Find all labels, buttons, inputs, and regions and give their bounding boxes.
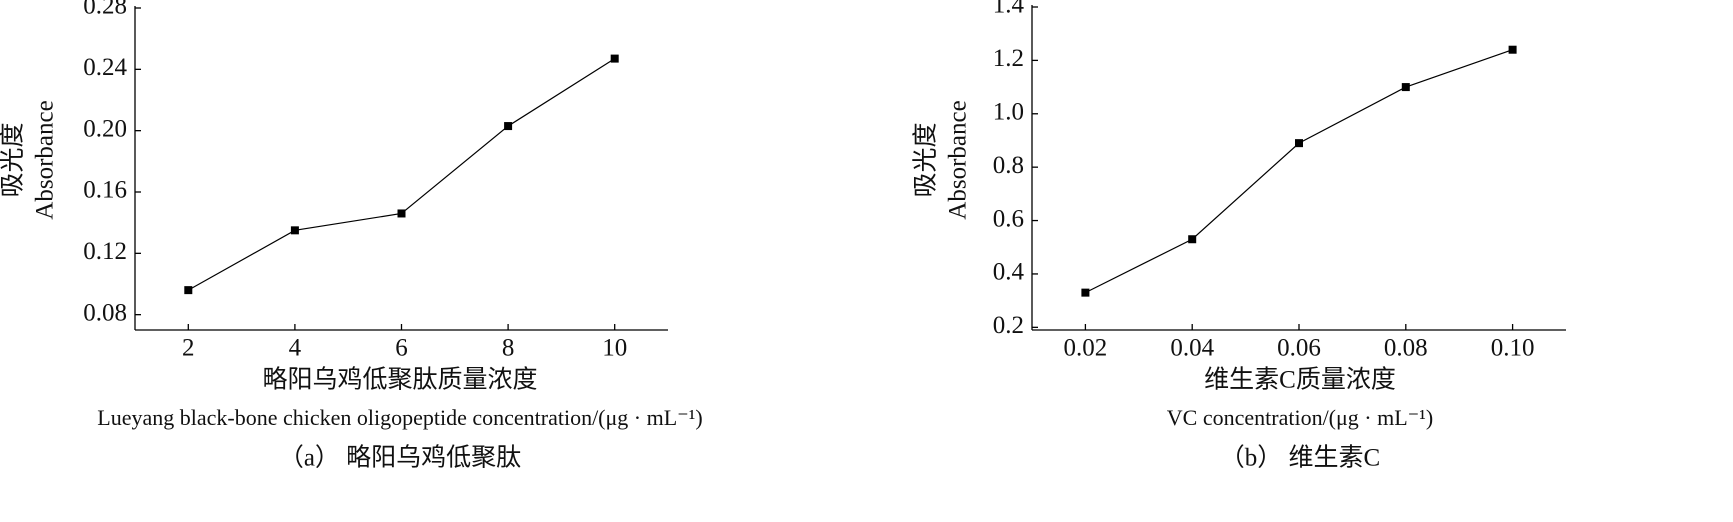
x-tick-label: 0.02	[1064, 335, 1108, 362]
y-tick-label: 0.24	[83, 54, 127, 81]
x-axis-label: （b） 维生素C	[1220, 444, 1380, 472]
data-point	[1508, 45, 1517, 54]
y-tick-label: 1.4	[993, 0, 1025, 19]
data-point	[1188, 235, 1197, 244]
x-tick-label: 0.10	[1491, 335, 1535, 362]
x-tick-label: 6	[395, 335, 408, 362]
x-axis-label: 维生素C质量浓度	[1204, 366, 1396, 394]
y-axis-label: 吸光度	[912, 122, 940, 197]
data-point	[1401, 83, 1410, 92]
y-tick-label: 0.20	[83, 115, 127, 142]
data-point	[1295, 139, 1303, 148]
data-point	[290, 226, 299, 235]
x-tick-label: 2	[182, 335, 195, 362]
y-axis-label: Absorbance	[945, 100, 972, 219]
x-axis-label: Lueyang black-bone chicken oligopeptide …	[97, 405, 702, 430]
y-tick-label: 0.8	[993, 152, 1024, 179]
y-axis-label: Absorbance	[32, 100, 59, 219]
data-point	[397, 209, 406, 218]
y-tick-label: 1.2	[993, 45, 1024, 72]
x-tick-label: 10	[602, 335, 627, 362]
x-axis-label: VC concentration/(μg · mL⁻¹)	[1167, 405, 1433, 430]
x-tick-label: 0.04	[1170, 335, 1214, 362]
x-tick-label: 0.08	[1384, 335, 1428, 362]
y-tick-label: 0.4	[993, 259, 1025, 286]
data-point	[184, 286, 193, 295]
y-tick-label: 0.2	[993, 312, 1024, 339]
data-point	[504, 122, 513, 131]
data-line	[1085, 49, 1513, 294]
y-tick-label: 0.28	[83, 0, 127, 20]
y-tick-label: 0.6	[993, 205, 1024, 232]
data-line	[188, 58, 616, 291]
data-point	[610, 54, 619, 63]
x-tick-label: 8	[502, 335, 515, 362]
y-tick-label: 0.08	[83, 299, 127, 326]
y-tick-label: 0.12	[83, 238, 127, 265]
x-axis-label: 略阳乌鸡低聚肽质量浓度	[262, 366, 537, 394]
data-point	[1081, 288, 1090, 297]
x-tick-label: 0.06	[1277, 335, 1321, 362]
y-tick-label: 0.16	[83, 177, 127, 204]
x-axis-label: （a） 略阳乌鸡低聚肽	[279, 444, 521, 472]
x-tick-label: 4	[289, 335, 302, 362]
y-tick-label: 1.0	[993, 99, 1024, 126]
y-axis-label: 吸光度	[0, 122, 27, 197]
